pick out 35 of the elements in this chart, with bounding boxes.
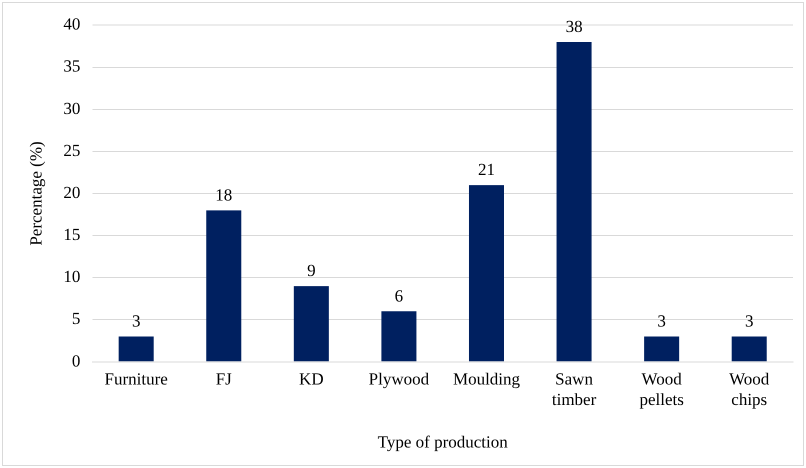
bar bbox=[732, 336, 767, 362]
y-tick-label: 40 bbox=[63, 14, 80, 34]
data-label: 38 bbox=[566, 17, 583, 36]
bar bbox=[556, 42, 592, 362]
y-tick-label: 0 bbox=[72, 351, 80, 370]
data-label: 18 bbox=[215, 185, 232, 204]
x-tick-label: Wood pellets bbox=[639, 369, 684, 409]
data-label: 3 bbox=[744, 312, 754, 331]
data-label: 3 bbox=[657, 312, 666, 331]
y-tick-label: 15 bbox=[63, 225, 80, 244]
y-tick-label: 30 bbox=[63, 98, 80, 118]
x-tick-label: Furniture bbox=[104, 369, 168, 388]
x-tick-label: Moulding bbox=[452, 369, 521, 388]
x-tick-label: Sawn timber bbox=[552, 369, 597, 409]
bar bbox=[294, 286, 329, 362]
y-tick-label: 25 bbox=[63, 140, 80, 160]
x-tick-label: KD bbox=[299, 369, 324, 388]
y-tick-label: 20 bbox=[63, 182, 80, 202]
bar bbox=[644, 336, 680, 362]
x-tick-label: Wood chips bbox=[729, 369, 770, 409]
y-tick-label: 35 bbox=[63, 56, 80, 76]
data-label: 6 bbox=[394, 286, 404, 306]
bar bbox=[468, 185, 504, 362]
data-label: 3 bbox=[132, 312, 140, 331]
bar bbox=[381, 311, 416, 362]
data-label: 21 bbox=[478, 160, 495, 180]
y-axis-title: Percentage (%) bbox=[26, 141, 46, 246]
bar bbox=[118, 336, 154, 362]
x-tick-label: FJ bbox=[216, 369, 232, 388]
bar bbox=[206, 210, 242, 362]
x-tick-label: Plywood bbox=[368, 369, 430, 388]
y-tick-label: 5 bbox=[72, 309, 80, 328]
data-label: 9 bbox=[307, 261, 316, 280]
x-axis-title: Type of production bbox=[378, 432, 508, 452]
y-tick-label: 10 bbox=[63, 267, 80, 286]
